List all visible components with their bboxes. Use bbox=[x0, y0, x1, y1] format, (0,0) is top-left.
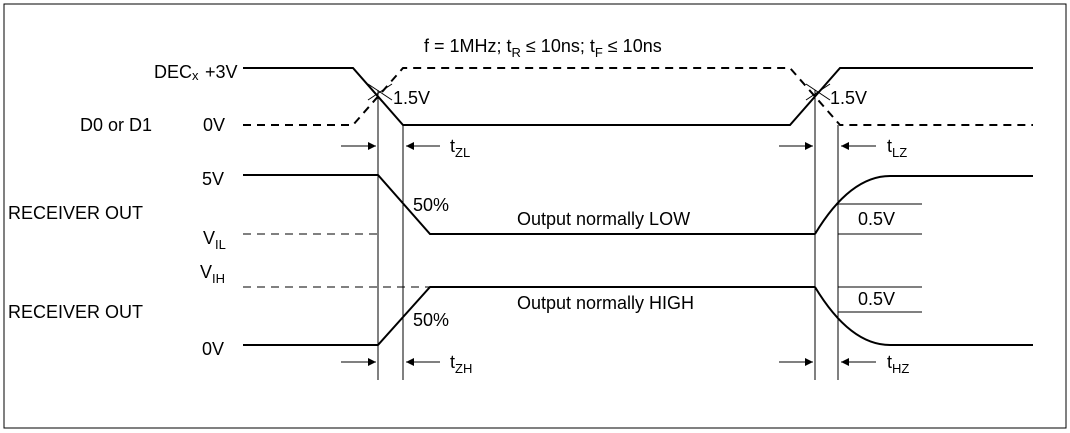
dec-label: DECx bbox=[154, 62, 199, 83]
d-waveform bbox=[243, 67, 1033, 126]
vih-label: VIH bbox=[200, 262, 225, 286]
recv2-bottom-level-label: 0V bbox=[202, 339, 224, 359]
cross-mark-right-b bbox=[805, 83, 831, 101]
receiver2-tail bbox=[814, 286, 1033, 346]
recv1-note: Output normally LOW bbox=[517, 209, 690, 229]
recv2-delta-label: 0.5V bbox=[858, 289, 895, 309]
receiver1-waveform bbox=[243, 174, 815, 235]
recv2-note: Output normally HIGH bbox=[517, 293, 694, 313]
cross-mark-left-b bbox=[367, 83, 393, 101]
thz-label: tHZ bbox=[887, 352, 909, 376]
recv2-name-label: RECEIVER OUT bbox=[8, 302, 143, 322]
tzh-label: tZH bbox=[450, 352, 472, 376]
threshold-right-label: 1.5V bbox=[830, 88, 867, 108]
d-level-label: 0V bbox=[203, 115, 225, 135]
recv1-top-level-label: 5V bbox=[202, 169, 224, 189]
dec-waveform bbox=[243, 67, 1033, 126]
receiver1-tail bbox=[814, 175, 1033, 235]
recv1-name-label: RECEIVER OUT bbox=[8, 203, 143, 223]
vil-label: VIL bbox=[203, 228, 226, 252]
recv1-50pct-label: 50% bbox=[413, 195, 449, 215]
diagram-border bbox=[3, 3, 1067, 429]
frequency-spec-title: f = 1MHz; tR ≤ 10ns; tF ≤ 10ns bbox=[424, 36, 662, 60]
d-label: D0 or D1 bbox=[80, 115, 152, 135]
tlz-label: tLZ bbox=[887, 136, 907, 160]
recv1-delta-label: 0.5V bbox=[858, 209, 895, 229]
threshold-left-label: 1.5V bbox=[393, 88, 430, 108]
recv2-50pct-label: 50% bbox=[413, 310, 449, 330]
dec-level-label: +3V bbox=[205, 62, 238, 82]
tzl-label: tZL bbox=[450, 136, 470, 160]
receiver2-waveform bbox=[243, 286, 815, 346]
